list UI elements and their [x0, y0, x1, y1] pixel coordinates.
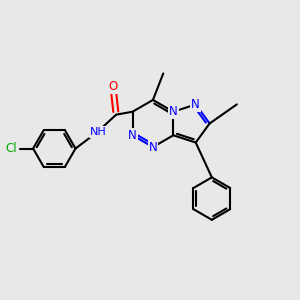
Text: N: N: [148, 141, 157, 154]
Text: NH: NH: [90, 127, 107, 137]
Text: O: O: [109, 80, 118, 93]
Text: Cl: Cl: [6, 142, 17, 155]
Text: N: N: [191, 98, 200, 111]
Text: N: N: [128, 129, 137, 142]
Text: N: N: [169, 105, 178, 118]
